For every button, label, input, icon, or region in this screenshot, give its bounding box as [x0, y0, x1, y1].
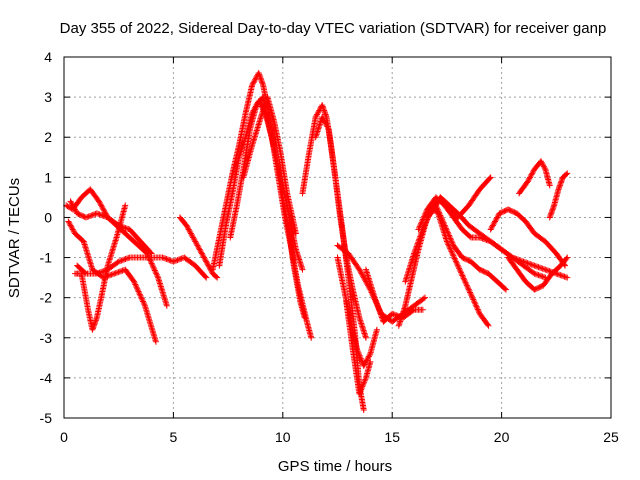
point-markers [176, 214, 221, 281]
series-trace-02 [65, 218, 159, 345]
y-tick-label: -1 [40, 250, 53, 266]
y-tick-label: 2 [44, 129, 52, 145]
x-tick-label: 25 [603, 429, 619, 445]
series-trace-20 [428, 194, 571, 281]
y-tick-label: -5 [40, 410, 53, 426]
x-tick-label: 15 [384, 429, 400, 445]
series-trace-10 [240, 94, 299, 237]
point-markers [65, 218, 159, 345]
point-markers [487, 206, 569, 269]
y-tick-label: 0 [44, 209, 52, 225]
y-axis-label: SDTVAR / TECUs [6, 178, 23, 298]
data-points [63, 70, 571, 413]
point-markers [343, 298, 374, 397]
point-markers [362, 266, 426, 325]
point-markers [505, 254, 571, 293]
point-markers [74, 254, 210, 281]
plot-frame [63, 56, 612, 419]
x-tick-label: 20 [494, 429, 510, 445]
y-tick-label: 3 [44, 89, 52, 105]
point-markers [240, 94, 299, 237]
y-tick-label: 1 [44, 169, 52, 185]
chart-title: Day 355 of 2022, Sidereal Day-to-day VTE… [60, 20, 607, 37]
series-trace-25 [546, 170, 571, 221]
y-tick-label: -3 [40, 330, 53, 346]
y-tick-label: -2 [40, 290, 53, 306]
y-tick-label: -4 [40, 370, 53, 386]
x-axis-label: GPS time / hours [278, 458, 392, 475]
series-trace-21 [432, 202, 509, 293]
y-tick-label: 4 [44, 49, 52, 65]
series-trace-24 [516, 158, 553, 197]
x-tick-label: 0 [60, 429, 68, 445]
point-markers [516, 158, 553, 197]
series-trace-14 [343, 298, 374, 397]
series-trace-23 [505, 254, 571, 293]
point-markers [428, 194, 571, 281]
series-trace-22 [487, 206, 569, 269]
point-markers [546, 170, 571, 221]
series-trace-05 [74, 254, 210, 281]
series-trace-06 [176, 214, 221, 281]
point-markers [432, 202, 509, 293]
series-trace-16 [362, 266, 426, 325]
x-tick-label: 10 [275, 429, 291, 445]
x-tick-label: 5 [170, 429, 178, 445]
